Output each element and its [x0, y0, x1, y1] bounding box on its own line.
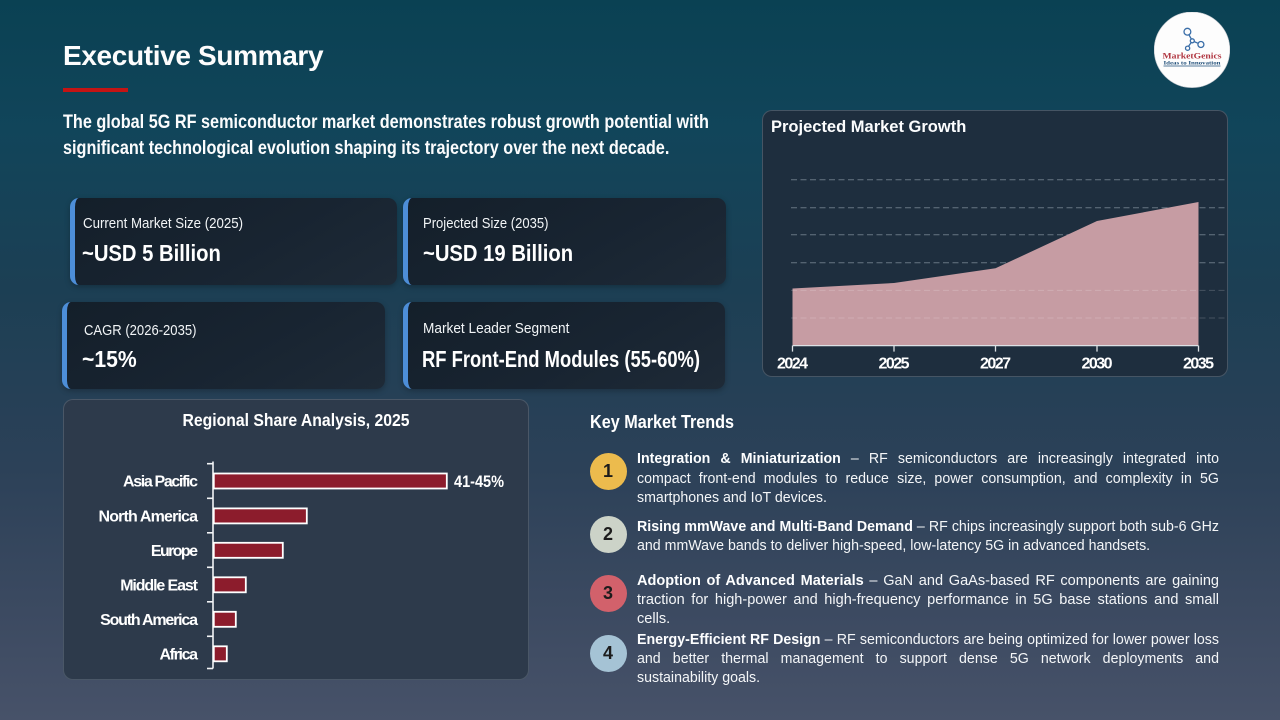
svg-text:2035: 2035	[1183, 356, 1214, 373]
svg-text:Ideas to Innovation: Ideas to Innovation	[1164, 62, 1221, 67]
svg-text:2030: 2030	[1082, 356, 1113, 373]
svg-text:North America: North America	[99, 508, 199, 525]
svg-text:Africa: Africa	[160, 646, 199, 663]
svg-text:MarketGenics: MarketGenics	[1163, 52, 1222, 61]
svg-text:41-45%: 41-45%	[454, 473, 504, 491]
svg-text:Europe: Europe	[151, 543, 198, 560]
svg-text:2024: 2024	[777, 356, 808, 373]
svg-text:Middle East: Middle East	[120, 577, 198, 594]
svg-text:2025: 2025	[879, 356, 910, 373]
svg-text:Asia Pacific: Asia Pacific	[123, 474, 198, 491]
svg-text:2027: 2027	[980, 356, 1011, 373]
svg-text:South America: South America	[100, 612, 198, 629]
